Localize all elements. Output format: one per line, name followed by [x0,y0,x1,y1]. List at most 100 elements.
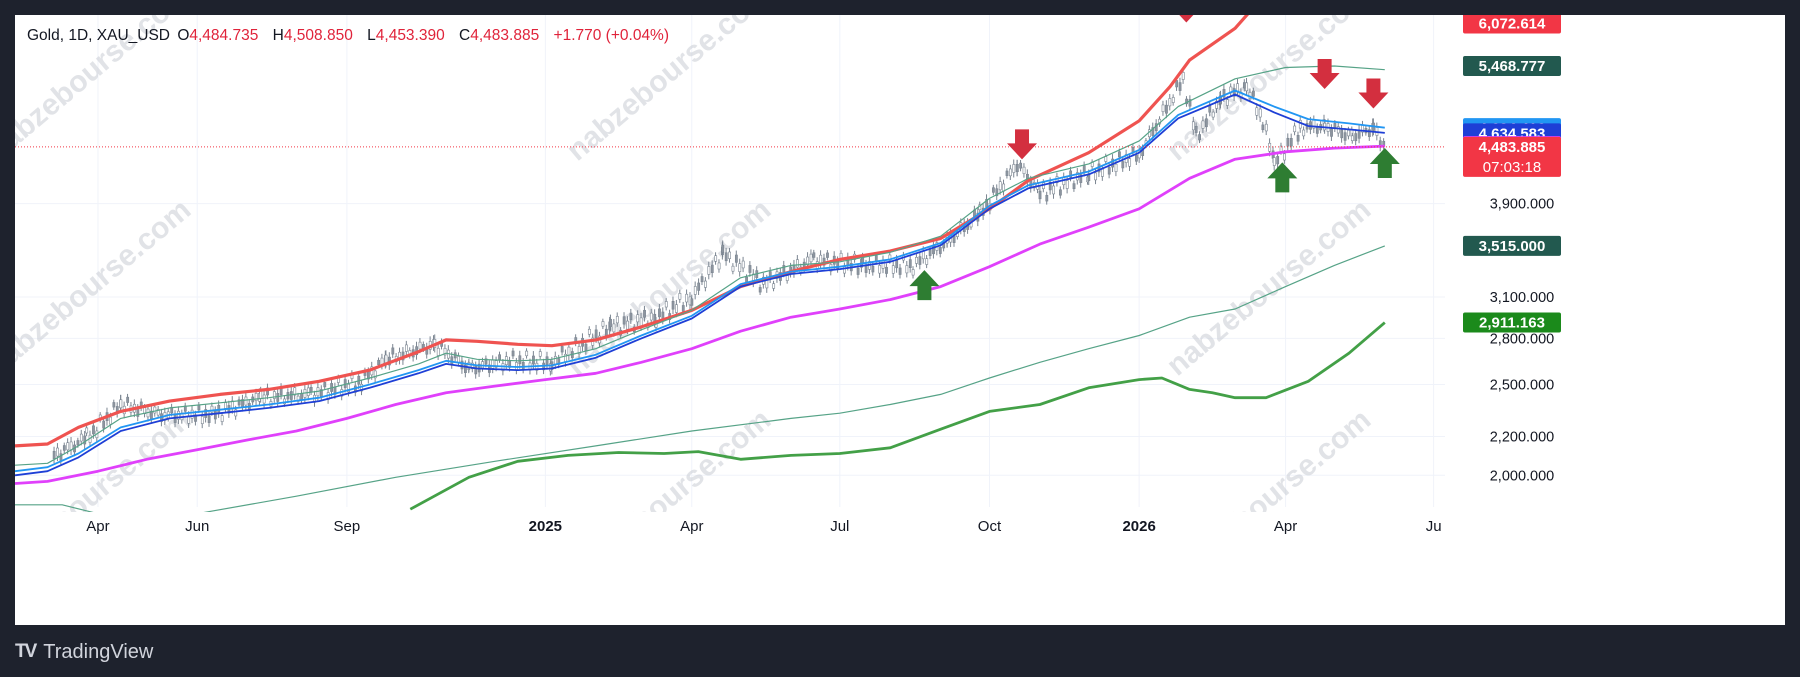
candle-body [119,399,123,409]
candle-body [1208,105,1212,113]
candle-body [418,341,422,350]
candle-body [710,264,714,274]
candle-body [1286,137,1290,147]
candle-body [1261,124,1265,131]
tradingview-logo-icon[interactable]: TV [15,641,37,662]
price-label-tag [1463,136,1561,177]
candle-body [796,259,799,268]
candle-body [300,393,303,401]
candle-body [153,406,157,414]
candle-body [1357,129,1361,139]
candle-body [1002,183,1006,192]
candle-body [156,409,160,416]
candle-body [1194,125,1198,133]
candle-body [1175,80,1179,88]
x-tick-label: Apr [680,518,703,535]
candle-body [1048,181,1052,191]
candle-body [1336,126,1340,134]
candle-body [1059,189,1062,196]
candle-body [1101,168,1104,177]
candle-body [79,433,83,442]
candle-body [908,259,912,268]
candle-body [126,396,130,403]
indicator-line-3 [15,89,1385,473]
candle-body [207,415,211,423]
indicator-line-4 [15,93,1385,477]
candle-body [210,405,214,413]
candle-body [1330,128,1333,137]
candle-body [259,390,263,399]
candle-body [888,254,892,261]
chart-panel[interactable]: nabzebourse.com nabzebourse.com nabzebours… [15,15,1785,625]
candle-body [721,244,725,253]
candle-body [612,323,616,333]
candle-body [738,263,742,273]
candle-body [639,317,643,327]
candle-body [915,257,918,264]
candle-body [1242,82,1246,89]
candle-body [464,364,467,373]
candle-body [289,391,293,400]
candle-body [881,260,885,269]
candle-body [584,343,588,351]
change-value: +1.770 (+0.04%) [553,27,670,44]
candle-body [560,346,564,353]
candle-body [1019,162,1023,169]
candle-body [594,329,598,339]
arrow-down-icon [1179,15,1194,23]
close-value: 4,483.885 [470,27,540,44]
candle-body [895,259,899,269]
candle-body [494,360,498,368]
candle-body [1340,129,1344,139]
candle-body [1191,121,1195,131]
candle-body [538,351,542,357]
symbol-title[interactable]: Gold, 1D, XAU_USD [27,27,170,44]
candle-body [177,410,180,420]
candle-body [938,247,942,254]
candle-body [567,346,571,356]
candle-body [609,318,612,328]
candle-body [998,181,1002,191]
candle-body [741,260,745,269]
price-chart[interactable]: nabzebourse.com nabzebourse.com nabzebours… [15,15,1785,625]
candle-body [234,409,238,417]
candle-body [911,269,915,276]
candle-body [1201,120,1205,129]
candle-body [109,416,112,425]
arrow-down-icon [1007,129,1038,160]
candle-body [391,347,395,355]
candle-body [62,445,66,451]
tradingview-brand[interactable]: TradingView [43,640,154,663]
candle-body [1264,123,1268,132]
candle-body [545,356,549,366]
candle-body [1188,99,1192,107]
candle-body [1283,153,1286,161]
candle-body [254,392,258,401]
candle-body [112,402,116,408]
candle-body [474,365,478,375]
candle-body [1022,166,1026,174]
candle-body [615,316,619,324]
candle-body [518,355,522,365]
x-tick-label: Jun [185,518,209,535]
candle-body [748,265,752,273]
candle-body [56,447,59,457]
candle-body [734,254,738,263]
price-label-tag [1463,56,1561,77]
candle-body [681,305,685,312]
symbol-header: Gold, 1D, XAU_USD O4,484.735 H4,508.850 … [27,27,679,45]
candle-body [1045,194,1049,202]
open-value: 4,484.735 [189,27,259,44]
candle-body [878,265,882,274]
x-tick-label: Sep [334,518,361,535]
candle-body [812,252,816,258]
candle-body [204,409,208,418]
candle-body [885,266,888,274]
candle-body [1258,108,1262,118]
candle-body [577,346,581,355]
candle-body [1302,129,1306,137]
candle-body [758,287,762,293]
low-label: L [367,27,376,44]
candle-body [928,249,932,256]
candle-body [992,187,995,193]
